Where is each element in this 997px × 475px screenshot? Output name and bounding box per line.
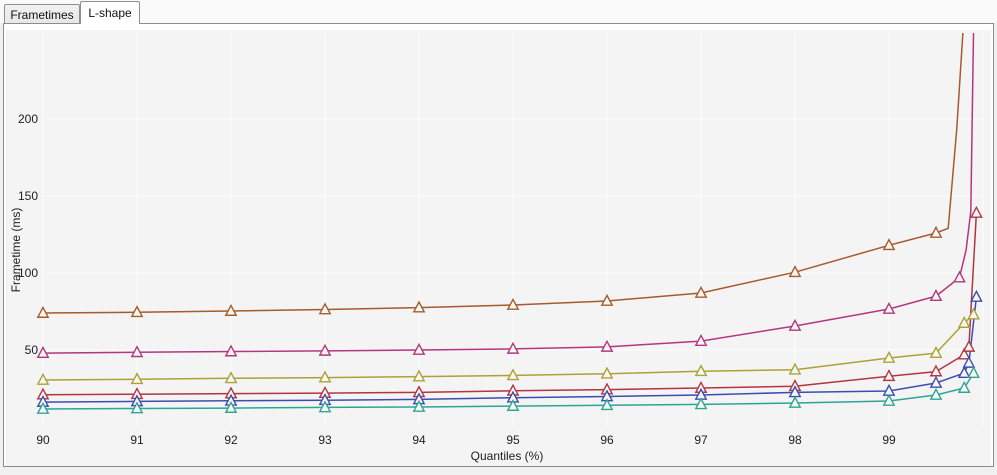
marker-crimson xyxy=(962,339,976,352)
x-tick-label: 99 xyxy=(882,433,896,447)
tab-page-lshape: 90 91 92 93 94 95 96 97 98 99 50 100 150 200 Quantil… xyxy=(3,23,994,467)
marker-teal xyxy=(318,400,332,413)
marker-sienna xyxy=(224,303,238,316)
x-tick-label: 90 xyxy=(36,433,50,447)
marker-sienna xyxy=(929,225,943,238)
marker-teal xyxy=(506,398,520,411)
marker-blue xyxy=(929,375,943,388)
marker-olive xyxy=(967,307,980,320)
marker-teal xyxy=(694,397,708,410)
tab-strip: Frametimes L-shape xyxy=(0,0,997,24)
marker-magenta xyxy=(953,270,966,283)
tab-lshape-label: L-shape xyxy=(88,6,132,20)
marker-teal xyxy=(412,399,426,412)
marker-crimson xyxy=(929,364,943,377)
marker-teal xyxy=(788,395,802,408)
tab-lshape[interactable]: L-shape xyxy=(80,1,140,24)
marker-blue xyxy=(970,289,983,302)
marker-sienna xyxy=(130,305,144,318)
marker-olive xyxy=(412,369,426,382)
marker-magenta xyxy=(506,341,520,354)
marker-olive xyxy=(506,368,520,381)
marker-magenta xyxy=(694,333,708,346)
y-axis-title: Frametime (ms) xyxy=(9,208,23,293)
series-line-blue xyxy=(42,296,978,403)
marker-olive xyxy=(36,372,50,385)
marker-magenta xyxy=(130,345,144,358)
lshape-plot: 90 91 92 93 94 95 96 97 98 99 50 100 150 200 Quantil… xyxy=(9,33,984,463)
marker-magenta xyxy=(929,289,943,301)
marker-olive xyxy=(882,350,896,363)
marker-crimson xyxy=(970,205,983,218)
marker-blue xyxy=(962,355,976,368)
marker-teal xyxy=(929,387,943,400)
marker-magenta xyxy=(882,301,896,314)
y-axis-tick-labels: 50 100 150 200 xyxy=(18,112,38,357)
grid-lines xyxy=(42,33,984,427)
marker-crimson xyxy=(957,347,971,360)
x-tick-label: 96 xyxy=(600,433,614,447)
marker-sienna xyxy=(506,297,520,310)
marker-sienna xyxy=(788,265,802,278)
x-axis-tick-labels: 90 91 92 93 94 95 96 97 98 99 xyxy=(36,433,896,447)
tab-frametimes-label: Frametimes xyxy=(10,7,74,22)
marker-sienna xyxy=(882,238,896,251)
marker-olive xyxy=(788,362,802,375)
marker-sienna xyxy=(694,285,708,298)
marker-olive xyxy=(957,315,971,328)
x-tick-label: 95 xyxy=(506,433,520,447)
x-tick-label: 94 xyxy=(412,433,426,447)
y-tick-label: 150 xyxy=(18,189,38,203)
marker-teal xyxy=(600,398,614,411)
y-tick-label: 50 xyxy=(25,343,39,357)
marker-magenta xyxy=(600,339,614,352)
lshape-chart[interactable]: 90 91 92 93 94 95 96 97 98 99 50 100 150 200 Quantil… xyxy=(6,30,991,466)
marker-sienna xyxy=(412,300,426,313)
series-line-olive xyxy=(42,313,975,381)
marker-magenta xyxy=(36,345,50,358)
marker-magenta xyxy=(318,343,332,356)
marker-teal xyxy=(967,366,980,378)
x-tick-label: 98 xyxy=(788,433,802,447)
marker-olive xyxy=(130,372,144,385)
x-tick-label: 97 xyxy=(694,433,708,447)
marker-teal xyxy=(882,393,896,406)
series-markers xyxy=(36,205,983,414)
marker-olive xyxy=(224,371,238,384)
marker-teal xyxy=(224,400,238,413)
marker-magenta xyxy=(224,344,238,357)
marker-blue xyxy=(957,366,971,378)
marker-magenta xyxy=(788,318,802,331)
x-tick-label: 93 xyxy=(318,433,332,447)
x-tick-label: 91 xyxy=(130,433,144,447)
marker-sienna xyxy=(36,305,50,318)
marker-teal xyxy=(957,380,971,393)
x-tick-label: 92 xyxy=(224,433,238,447)
marker-olive xyxy=(694,364,708,377)
marker-olive xyxy=(600,366,614,379)
marker-teal xyxy=(130,401,144,414)
y-tick-label: 100 xyxy=(18,266,38,280)
marker-olive xyxy=(929,345,943,358)
marker-olive xyxy=(318,370,332,383)
series-line-crimson xyxy=(42,212,978,396)
marker-teal xyxy=(36,401,50,414)
y-tick-label: 200 xyxy=(18,112,38,126)
marker-sienna xyxy=(600,293,614,306)
series-line-sienna xyxy=(42,33,964,314)
x-axis-title: Quantiles (%) xyxy=(471,449,544,463)
marker-crimson xyxy=(882,369,896,382)
marker-sienna xyxy=(318,302,332,315)
marker-magenta xyxy=(412,342,426,355)
tab-frametimes[interactable]: Frametimes xyxy=(4,4,80,24)
